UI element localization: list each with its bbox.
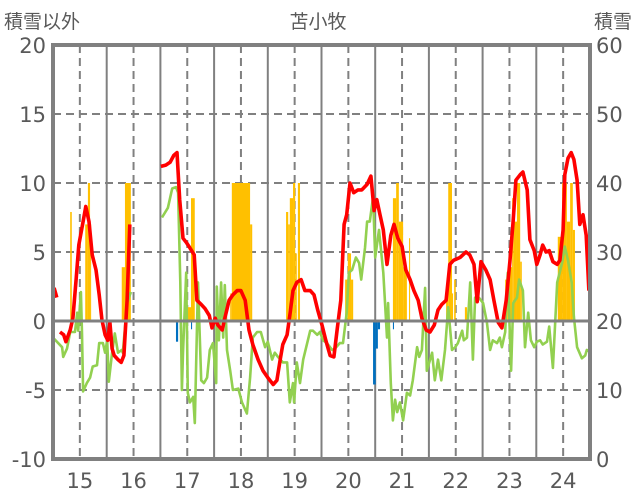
blue-bar xyxy=(373,321,376,385)
right-tick-label: 0 xyxy=(596,448,609,472)
orange-bar xyxy=(231,183,251,321)
orange-bar xyxy=(454,279,456,321)
right-tick-label: 10 xyxy=(596,379,623,403)
x-tick-label: 21 xyxy=(389,469,416,493)
orange-bar xyxy=(392,198,397,321)
blue-bar xyxy=(175,321,179,342)
chart-title: 苫小牧 xyxy=(289,11,346,33)
x-tick-label: 18 xyxy=(228,469,255,493)
orange-bar xyxy=(289,198,294,321)
right-axis-title: 積雪 xyxy=(594,11,632,33)
orange-bar xyxy=(250,224,253,321)
orange-bar xyxy=(293,183,296,321)
orange-bar xyxy=(513,221,517,321)
left-tick-label: 0 xyxy=(33,310,46,334)
left-tick-label: 5 xyxy=(33,241,46,265)
right-tick-label: 40 xyxy=(596,172,623,196)
x-tick-label: 15 xyxy=(66,469,93,493)
right-tick-label: 30 xyxy=(596,241,623,265)
x-tick-label: 22 xyxy=(442,469,469,493)
left-tick-label: 15 xyxy=(19,103,46,127)
orange-bar xyxy=(396,183,399,321)
plot-frame xyxy=(51,43,592,461)
blue-bar xyxy=(392,321,394,330)
blue-bar xyxy=(375,321,378,349)
red-series-line xyxy=(160,150,591,387)
orange-bar xyxy=(507,267,513,321)
orange-bar xyxy=(512,198,514,321)
axes xyxy=(51,43,592,461)
orange-bar xyxy=(557,236,563,321)
x-tick-label: 20 xyxy=(335,469,362,493)
orange-bar xyxy=(451,293,454,321)
orange-bar xyxy=(516,183,521,321)
right-tick-label: 20 xyxy=(596,310,623,334)
orange-bar xyxy=(448,183,452,321)
orange-bar xyxy=(90,224,92,321)
orange-bar xyxy=(570,183,573,321)
left-tick-label: 20 xyxy=(19,34,46,58)
orange-bar xyxy=(297,183,301,321)
x-tick-label: 23 xyxy=(496,469,523,493)
bars xyxy=(70,183,575,385)
left-axis-title: 積雪以外 xyxy=(4,11,80,33)
left-tick-label: -10 xyxy=(12,448,46,472)
x-tick-label: 16 xyxy=(120,469,147,493)
green-series-line xyxy=(52,290,133,393)
orange-bar xyxy=(70,211,72,321)
right-tick-label: 60 xyxy=(596,34,623,58)
orange-bar xyxy=(288,224,290,321)
orange-bar xyxy=(187,307,192,321)
orange-bar xyxy=(351,279,354,321)
orange-bar xyxy=(230,293,232,321)
left-tick-label: -5 xyxy=(25,379,46,403)
orange-bar xyxy=(286,211,289,321)
x-tick-label: 17 xyxy=(174,469,201,493)
orange-bar xyxy=(572,229,575,321)
orange-bar xyxy=(566,221,571,321)
orange-bar xyxy=(85,224,88,321)
orange-bar xyxy=(520,261,522,321)
x-tick-label: 19 xyxy=(281,469,308,493)
orange-bar xyxy=(464,307,468,321)
blue-bar xyxy=(377,321,381,330)
orange-bar xyxy=(347,253,352,321)
blue-bar xyxy=(191,321,193,330)
left-tick-label: 10 xyxy=(19,172,46,196)
right-tick-label: 50 xyxy=(596,103,623,127)
orange-bar xyxy=(403,267,407,321)
orange-bar xyxy=(398,221,404,321)
orange-bar xyxy=(121,267,125,321)
x-tick-label: 24 xyxy=(550,469,577,493)
orange-bar xyxy=(87,183,91,321)
